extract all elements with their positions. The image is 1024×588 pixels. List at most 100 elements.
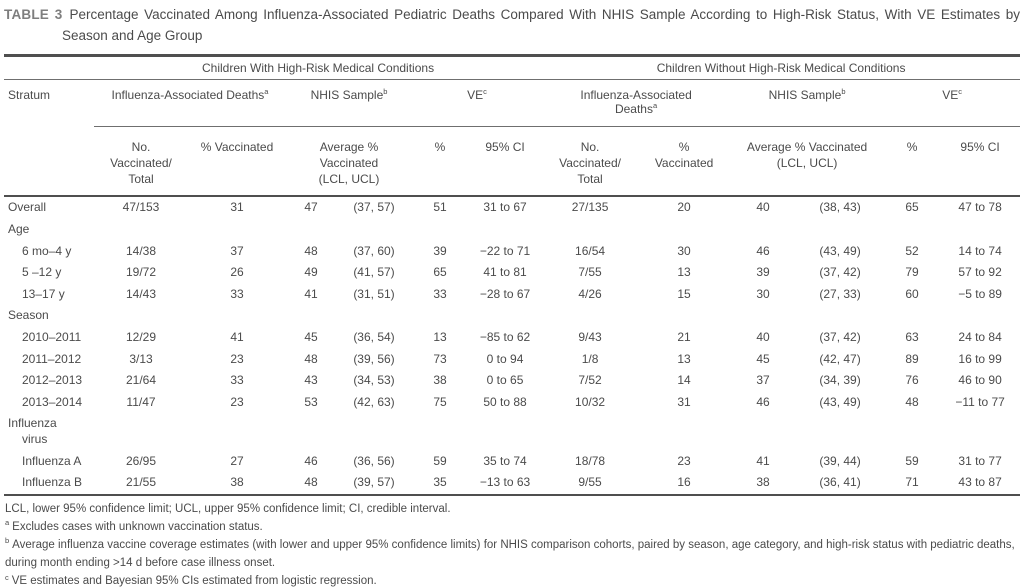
table-cell xyxy=(94,305,188,327)
table-cell: 20 xyxy=(677,200,691,215)
subheader-ve-pct-left: % xyxy=(412,126,468,198)
table-cell: 65 xyxy=(433,265,447,280)
table-row: Overall 47/153 31 47 (37, 57) 51 31 to 67 27/13… xyxy=(4,196,1020,219)
table-cell xyxy=(542,305,638,327)
table-cell xyxy=(468,413,542,450)
table-cell: 45 xyxy=(756,351,770,366)
table-cell: −5 to 89 xyxy=(958,286,1002,301)
table-title-text: Percentage Vaccinated Among Influenza-As… xyxy=(62,7,1020,43)
table-cell: 45 xyxy=(304,329,318,344)
table-cell: 52 xyxy=(905,243,919,258)
group-header-row: Children With High-Risk Medical Conditio… xyxy=(4,55,1021,80)
table-cell: 41 xyxy=(756,453,770,468)
table-cell: 7/55 xyxy=(578,265,602,280)
table-cell xyxy=(468,219,542,241)
table-cell: 73 xyxy=(433,351,447,366)
table-cell: (43, 49) xyxy=(819,394,861,409)
table-cell: (37, 42) xyxy=(819,265,861,280)
subheader-row: No. Vaccinated/ Total % Vaccinated Avera… xyxy=(4,126,1021,198)
table-cell: 31 xyxy=(677,394,691,409)
table-cell: 14 to 74 xyxy=(958,243,1002,258)
table-cell: 46 xyxy=(304,453,318,468)
footnote-a: a Excludes cases with unknown vaccination… xyxy=(5,518,263,533)
table-cell: 19/72 xyxy=(125,265,157,280)
table-cell: 38 xyxy=(730,472,797,496)
table-cell: 41 xyxy=(230,329,244,344)
table-row: 2013–2014 11/47 23 53 (42, 63) 75 50 to 88 10/3… xyxy=(4,392,1020,414)
table-cell: (41, 57) xyxy=(353,265,395,280)
table-cell: 46 xyxy=(756,243,770,258)
table-cell: 65 xyxy=(905,200,919,215)
table-cell xyxy=(940,413,1020,450)
table-cell xyxy=(412,305,468,327)
table-cell: 89 xyxy=(905,351,919,366)
table-cell: 59 xyxy=(905,453,919,468)
table-cell xyxy=(188,413,286,450)
subheader-ve-pct-right: % xyxy=(884,126,941,198)
table-cell: (36, 56) xyxy=(353,453,395,468)
subheader-no-vaccinated-right: No. Vaccinated/ Total xyxy=(542,126,639,198)
table-cell: 40 xyxy=(756,200,770,215)
group-header-right: Children Without High-Risk Medical Condi… xyxy=(542,55,1021,80)
table-cell: 48 xyxy=(905,394,919,409)
table-cell: 48 xyxy=(304,243,318,258)
table-row: 6 mo–4 y 14/38 37 48 (37, 60) 39 −22 to 71 16/5… xyxy=(4,241,1020,263)
table-cell: 48 xyxy=(304,351,318,366)
table-cell: −28 to 67 xyxy=(479,286,531,301)
subheader-no-vaccinated-left: No. Vaccinated/ Total xyxy=(94,126,188,198)
table-cell: 13 xyxy=(677,265,691,280)
subheader-ci-right: 95% CI xyxy=(940,126,1021,198)
table-cell: 31 to 67 xyxy=(483,200,527,215)
table-cell: 33 xyxy=(433,286,447,301)
row-label: Overall xyxy=(8,200,47,215)
subheader-pct-vaccinated-right: % Vaccinated xyxy=(638,126,731,198)
row-label: 2010–2011 xyxy=(22,329,82,344)
table-cell: 26/95 xyxy=(125,453,157,468)
row-label: Influenza virus xyxy=(8,416,57,446)
table-cell xyxy=(730,413,796,450)
table-cell: 14 xyxy=(677,373,691,388)
table-cell: 59 xyxy=(433,453,447,468)
table-cell xyxy=(884,219,940,241)
table-row: 2011–2012 3/13 23 48 (39, 56) 73 0 to 94 1/8 13 4… xyxy=(4,349,1020,371)
table-row: Influenza A 26/95 27 46 (36, 56) 59 35 to 74 18… xyxy=(4,451,1020,473)
section-row: Season xyxy=(4,305,1020,327)
table-cell xyxy=(336,305,412,327)
table-cell: 41 xyxy=(304,286,318,301)
nhis-header-right: NHIS Sampleb xyxy=(730,79,885,127)
subheader-ci-left: 95% CI xyxy=(468,126,543,198)
footnote-b: b Average influenza vaccine coverage esti… xyxy=(5,536,1015,570)
table-cell: 60 xyxy=(905,286,919,301)
table-cell: 47/153 xyxy=(122,200,160,215)
table-number-label: TABLE 3 xyxy=(4,7,63,22)
table-cell: 39 xyxy=(433,243,447,258)
table-cell xyxy=(188,219,286,241)
table-cell xyxy=(286,305,336,327)
deaths-header-right: Influenza-Associated Deathsa xyxy=(542,79,731,127)
table-cell: 18/78 xyxy=(575,453,606,468)
table-cell: (31, 51) xyxy=(353,286,395,301)
table-cell: 41 to 81 xyxy=(483,265,527,280)
table-cell: 27/135 xyxy=(571,200,609,215)
table-cell: 39 xyxy=(756,265,770,280)
table-cell: 37 xyxy=(230,243,244,258)
table-cell xyxy=(638,413,730,450)
table-cell xyxy=(796,219,884,241)
row-label: 2012–2013 xyxy=(22,373,83,388)
table-cell: (36, 41) xyxy=(796,472,885,496)
table-cell: 0 to 65 xyxy=(486,373,524,388)
table-cell: (39, 57) xyxy=(336,472,412,496)
row-label: Age xyxy=(8,222,30,236)
table-cell: (38, 43) xyxy=(819,200,861,215)
table-cell: −11 to 77 xyxy=(955,394,1005,409)
table-cell: 11/47 xyxy=(126,394,156,409)
table-cell: (34, 39) xyxy=(819,373,861,388)
table-cell xyxy=(940,305,1020,327)
row-label: 5 –12 y xyxy=(22,265,62,280)
table-cell: 38 xyxy=(433,373,447,388)
table-cell xyxy=(638,219,730,241)
table-cell: 4/26 xyxy=(578,286,602,301)
table-cell xyxy=(638,305,730,327)
table-cell: −13 to 63 xyxy=(468,472,543,496)
table-cell: 10/32 xyxy=(575,394,606,409)
